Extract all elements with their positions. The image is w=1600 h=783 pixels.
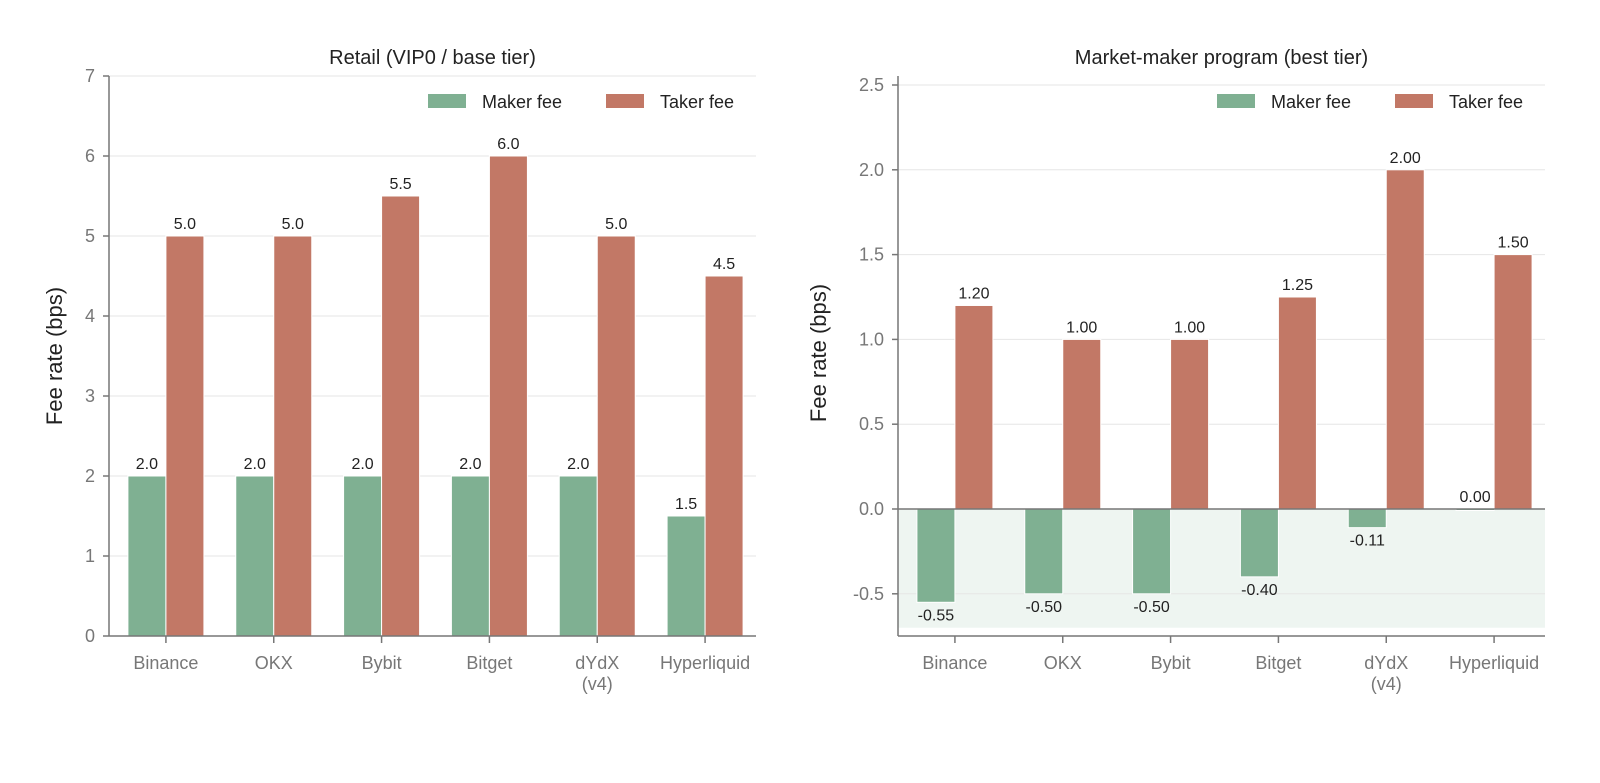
x-tick-label: dYdX <box>1364 653 1408 673</box>
data-label: 0.00 <box>1460 489 1491 506</box>
maker-bar <box>558 475 598 637</box>
maker-bar <box>343 475 383 637</box>
y-tick-label: 0 <box>85 626 95 646</box>
maker-bar <box>450 475 490 637</box>
legend-swatch-maker <box>1217 94 1255 108</box>
chart-panel-1: Retail (VIP0 / base tier) Fee rate (bps) 0… <box>42 47 756 694</box>
taker-bar <box>165 235 205 637</box>
legend-label-maker: Maker fee <box>1271 92 1351 112</box>
data-label: 5.0 <box>174 216 196 233</box>
y-tick-label: 3 <box>85 386 95 406</box>
x-tick-label: Hyperliquid <box>1449 653 1539 673</box>
y-tick-label: 1 <box>85 546 95 566</box>
x-tick-label: Binance <box>133 653 198 673</box>
legend-swatch-taker <box>1395 94 1433 108</box>
taker-bar <box>273 235 313 637</box>
y-tick-label: 2.0 <box>859 160 884 180</box>
x-tick-label: (v4) <box>1371 674 1402 694</box>
data-label: 4.5 <box>713 256 735 273</box>
y-tick-label: 7 <box>85 66 95 86</box>
taker-bar <box>1062 338 1102 510</box>
y-tick-label: 0.0 <box>859 499 884 519</box>
x-tick-label: OKX <box>1044 653 1082 673</box>
data-label: -0.40 <box>1241 582 1278 599</box>
data-label: 5.0 <box>282 216 304 233</box>
x-tick-label: Bybit <box>362 653 402 673</box>
data-label: 1.20 <box>958 285 989 302</box>
data-label: 2.0 <box>567 456 589 473</box>
maker-bar <box>1132 508 1172 595</box>
y-tick-label: 1.5 <box>859 245 884 265</box>
data-label: 1.00 <box>1066 319 1097 336</box>
x-tick-label: Binance <box>922 653 987 673</box>
data-label: -0.50 <box>1133 599 1170 616</box>
maker-bar <box>1239 508 1279 578</box>
data-label: 2.0 <box>244 456 266 473</box>
x-tick-label: Bybit <box>1151 653 1191 673</box>
data-label: -0.55 <box>918 607 955 624</box>
data-label: 5.0 <box>605 216 627 233</box>
taker-bar <box>1385 169 1425 510</box>
taker-bar <box>1170 338 1210 510</box>
data-label: 2.0 <box>136 456 158 473</box>
data-label: 6.0 <box>497 136 519 153</box>
data-label: -0.11 <box>1350 533 1385 550</box>
maker-bar <box>666 515 706 637</box>
maker-bar <box>916 508 956 603</box>
y-tick-label: 2.5 <box>859 75 884 95</box>
x-tick-label: Hyperliquid <box>660 653 750 673</box>
taker-bar <box>596 235 636 637</box>
y-tick-label: 2 <box>85 466 95 486</box>
y-tick-label: -0.5 <box>853 584 884 604</box>
maker-bar <box>235 475 275 637</box>
chart-title: Retail (VIP0 / base tier) <box>329 47 536 69</box>
data-label: 5.5 <box>389 176 411 193</box>
taker-bar <box>381 195 421 637</box>
taker-bar <box>704 275 744 637</box>
data-label: 2.0 <box>459 456 481 473</box>
maker-bar <box>127 475 167 637</box>
data-label: 1.50 <box>1498 235 1529 252</box>
negative-region-band <box>898 509 1545 628</box>
y-axis-label: Fee rate (bps) <box>806 284 831 422</box>
y-tick-label: 4 <box>85 306 95 326</box>
y-tick-label: 5 <box>85 226 95 246</box>
x-tick-label: (v4) <box>582 674 613 694</box>
maker-bar <box>1347 508 1387 529</box>
data-label: 1.25 <box>1282 277 1313 294</box>
x-tick-label: dYdX <box>575 653 619 673</box>
legend-swatch-maker <box>428 94 466 108</box>
taker-bar <box>1277 296 1317 510</box>
legend-swatch-taker <box>606 94 644 108</box>
legend-label-maker: Maker fee <box>482 92 562 112</box>
x-tick-label: Bitget <box>1255 653 1301 673</box>
chart-title: Market-maker program (best tier) <box>1075 47 1368 69</box>
maker-bar <box>1024 508 1064 595</box>
legend-label-taker: Taker fee <box>660 92 734 112</box>
taker-bar <box>954 304 994 510</box>
data-label: 2.00 <box>1390 150 1421 167</box>
data-label: -0.50 <box>1026 599 1063 616</box>
data-label: 2.0 <box>351 456 373 473</box>
taker-bar <box>488 155 528 637</box>
legend-label-taker: Taker fee <box>1449 92 1523 112</box>
y-tick-label: 6 <box>85 146 95 166</box>
x-tick-label: OKX <box>255 653 293 673</box>
y-tick-label: 1.0 <box>859 329 884 349</box>
x-tick-label: Bitget <box>466 653 512 673</box>
data-label: 1.00 <box>1174 319 1205 336</box>
y-tick-label: 0.5 <box>859 414 884 434</box>
data-label: 1.5 <box>675 496 697 513</box>
y-axis-label: Fee rate (bps) <box>42 287 67 425</box>
chart-panel-2: Market-maker program (best tier) Fee rate… <box>806 47 1545 694</box>
taker-bar <box>1493 254 1533 510</box>
